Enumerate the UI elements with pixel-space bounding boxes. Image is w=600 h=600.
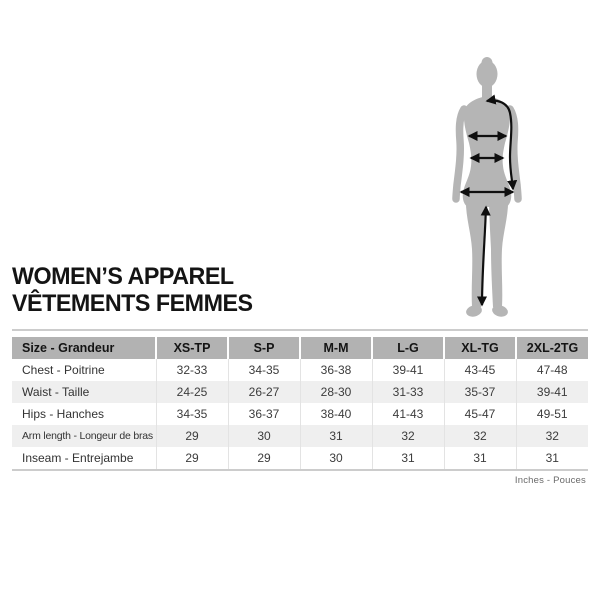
size-value-cell: 43-45 — [443, 359, 516, 381]
size-value-cell: 30 — [227, 425, 300, 447]
column-header-xl: XL-TG — [443, 337, 516, 359]
size-value-cell: 31 — [515, 447, 588, 469]
size-value-cell: 31 — [299, 425, 372, 447]
column-header-l: L-G — [371, 337, 444, 359]
size-value-cell: 45-47 — [443, 403, 516, 425]
table-bottom-rule — [12, 469, 588, 471]
inseam-measure-arrow — [476, 205, 491, 307]
size-value-cell: 38-40 — [299, 403, 372, 425]
table-row-arm-length: Arm length - Longeur de bras 29 30 31 32… — [12, 425, 588, 447]
woman-silhouette — [452, 57, 522, 317]
size-value-cell: 34-35 — [227, 359, 300, 381]
row-label-hips: Hips - Hanches — [22, 407, 105, 421]
column-header-2xl: 2XL-2TG — [515, 337, 588, 359]
size-value-cell: 29 — [227, 447, 300, 469]
size-value-cell: 31 — [443, 447, 516, 469]
size-value-cell: 32 — [443, 425, 516, 447]
units-note: Inches - Pouces — [514, 475, 586, 486]
size-value-cell: 26-27 — [227, 381, 300, 403]
size-chart-table: Size - Grandeur XS-TP S-P M-M L-G XL-TG … — [12, 337, 588, 469]
size-value-cell: 47-48 — [515, 359, 588, 381]
size-value-cell: 36-38 — [299, 359, 372, 381]
size-value-cell: 24-25 — [155, 381, 228, 403]
women-silhouette-figure — [440, 55, 536, 323]
woman-silhouette-svg — [452, 57, 522, 317]
size-value-cell: 35-37 — [443, 381, 516, 403]
size-value-cell: 36-37 — [227, 403, 300, 425]
size-value-cell: 29 — [155, 425, 228, 447]
size-value-cell: 29 — [155, 447, 228, 469]
table-row-hips: Hips - Hanches 34-35 36-37 38-40 41-43 4… — [12, 403, 588, 425]
column-header-m: M-M — [299, 337, 372, 359]
size-value-cell: 32 — [371, 425, 444, 447]
page-title: WOMEN’S APPAREL VÊTEMENTS FEMMES — [12, 263, 253, 317]
row-label-inseam: Inseam - Entrejambe — [22, 451, 134, 465]
table-top-rule — [12, 329, 588, 331]
size-value-cell: 32-33 — [155, 359, 228, 381]
size-value-cell: 34-35 — [155, 403, 228, 425]
size-value-cell: 39-41 — [515, 381, 588, 403]
table-row-waist: Waist - Taille 24-25 26-27 28-30 31-33 3… — [12, 381, 588, 403]
table-row-chest: Chest - Poitrine 32-33 34-35 36-38 39-41… — [12, 359, 588, 381]
table-row-inseam: Inseam - Entrejambe 29 29 30 31 31 31 — [12, 447, 588, 469]
size-value-cell: 41-43 — [371, 403, 444, 425]
arm-length-measure-arrow — [485, 94, 518, 191]
size-value-cell: 32 — [515, 425, 588, 447]
size-value-cell: 39-41 — [371, 359, 444, 381]
size-value-cell: 31 — [371, 447, 444, 469]
size-chart-section: Size - Grandeur XS-TP S-P M-M L-G XL-TG … — [12, 329, 588, 486]
size-value-cell: 28-30 — [299, 381, 372, 403]
page-title-line1: WOMEN’S APPAREL — [12, 263, 234, 290]
column-header-xs: XS-TP — [155, 337, 228, 359]
column-header-size: Size - Grandeur — [12, 337, 156, 359]
row-label-waist: Waist - Taille — [22, 385, 90, 399]
column-header-s: S-P — [227, 337, 300, 359]
header-row: Size - Grandeur XS-TP S-P M-M L-G XL-TG … — [12, 337, 588, 359]
size-value-cell: 31-33 — [371, 381, 444, 403]
page-title-line2: VÊTEMENTS FEMMES — [12, 290, 253, 317]
size-value-cell: 49-51 — [515, 403, 588, 425]
row-label-chest: Chest - Poitrine — [22, 363, 105, 377]
row-label-arm-length: Arm length - Longeur de bras — [22, 430, 153, 442]
size-value-cell: 30 — [299, 447, 372, 469]
